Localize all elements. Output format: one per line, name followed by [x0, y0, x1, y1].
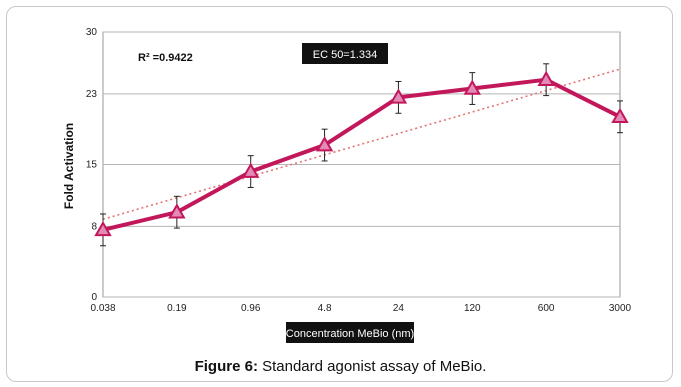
x-tick-label-0.19: 0.19	[167, 303, 187, 314]
y-tick-label-15: 15	[86, 160, 98, 171]
data-point-4.8	[315, 136, 334, 152]
caption-label: Figure 6:	[194, 358, 258, 375]
x-tick-label-24: 24	[393, 303, 405, 314]
x-tick-label-0.96: 0.96	[241, 303, 261, 314]
x-tick-label-3000: 3000	[609, 303, 632, 314]
x-axis-label: Concentration MeBio (nm)	[286, 328, 414, 340]
x-tick-label-600: 600	[538, 303, 555, 314]
linear-trendline	[102, 68, 621, 221]
data-point-3000	[611, 107, 629, 124]
data-point-600	[537, 70, 555, 86]
data-point-0.96	[241, 162, 260, 178]
x-tick-label-0.038: 0.038	[90, 303, 115, 314]
trendline-layer	[102, 68, 621, 221]
error-bars	[100, 63, 623, 247]
r-squared-annotation: R² =0.9422	[138, 52, 193, 64]
series-line	[102, 77, 621, 232]
y-tick-label-8: 8	[91, 221, 97, 232]
figure-frame	[6, 6, 673, 382]
y-axis-label: Fold Activation	[62, 123, 76, 209]
caption-text: Standard agonist assay of MeBio.	[262, 358, 487, 375]
x-tick-label-4.8: 4.8	[318, 303, 332, 314]
y-tick-label-23: 23	[86, 89, 98, 100]
y-tick-label-0: 0	[91, 292, 97, 303]
figure-caption: Figure 6: Standard agonist assay of MeBi…	[0, 358, 681, 375]
data-point-0.19	[168, 203, 186, 219]
x-axis-label-box	[286, 322, 414, 343]
y-tick-label-30: 30	[86, 27, 98, 38]
data-point-0.038	[94, 220, 112, 237]
x-tick-label-120: 120	[464, 303, 481, 314]
data-point-120	[463, 79, 482, 95]
data-point-24	[389, 88, 408, 104]
y-axis-ticks: 0 8 15 23 30	[86, 27, 98, 303]
x-axis-ticks: 0.038 0.19 0.96 4.8 24 120 600 3000	[90, 303, 631, 314]
ec50-box	[302, 43, 388, 64]
grid	[102, 31, 621, 298]
data-points	[94, 70, 629, 237]
series-line-layer	[102, 77, 621, 232]
ec50-annotation: EC 50=1.334	[313, 49, 378, 61]
